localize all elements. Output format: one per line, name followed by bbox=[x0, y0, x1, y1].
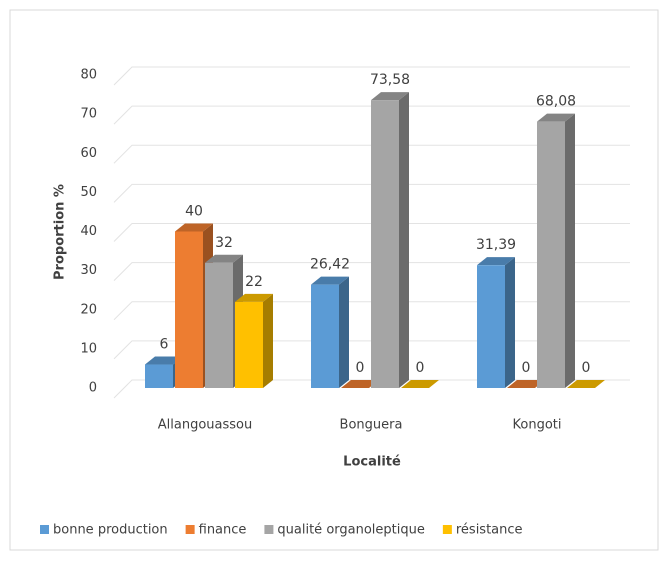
y-tick-label: 70 bbox=[80, 107, 97, 122]
legend-label: bonne production bbox=[53, 523, 168, 538]
bar-top bbox=[477, 257, 515, 266]
bar bbox=[145, 364, 173, 388]
data-label: 68,08 bbox=[536, 94, 576, 110]
y-tick-label: 30 bbox=[80, 263, 97, 278]
data-label: 0 bbox=[582, 360, 591, 376]
y-tick-label: 20 bbox=[80, 302, 97, 317]
bar-top bbox=[537, 113, 575, 122]
grid-line bbox=[113, 66, 630, 86]
grid-line bbox=[113, 379, 630, 399]
data-label: 73,58 bbox=[370, 72, 410, 88]
bar-side bbox=[339, 276, 349, 388]
y-tick-label: 80 bbox=[80, 68, 97, 83]
bar bbox=[235, 301, 263, 388]
y-tick-label: 40 bbox=[80, 224, 97, 239]
bar-top bbox=[401, 380, 439, 388]
x-tick-label: Bonguera bbox=[340, 418, 403, 433]
y-tick-label: 50 bbox=[80, 185, 97, 200]
data-label: 32 bbox=[215, 235, 233, 251]
bar-top bbox=[567, 380, 605, 388]
bar-side bbox=[399, 92, 409, 388]
bar-top bbox=[175, 223, 213, 232]
grid-line bbox=[113, 262, 630, 281]
data-label: 0 bbox=[416, 360, 425, 376]
bar-top bbox=[205, 254, 243, 263]
bar bbox=[477, 265, 505, 388]
grid-line bbox=[113, 144, 630, 164]
bar-side bbox=[565, 113, 575, 389]
bar-top bbox=[341, 380, 379, 388]
bar bbox=[311, 284, 339, 388]
bar-top bbox=[145, 356, 183, 365]
x-tick-label: Allangouassou bbox=[158, 418, 252, 433]
bar-side bbox=[263, 293, 273, 388]
grid-line bbox=[113, 183, 630, 203]
y-tick-label: 60 bbox=[80, 146, 97, 161]
legend-swatch bbox=[264, 525, 274, 534]
grid-line bbox=[113, 340, 630, 360]
y-axis-title: Proportion % bbox=[53, 184, 68, 280]
bar-top bbox=[235, 293, 273, 302]
data-label: 0 bbox=[356, 360, 365, 376]
grid-line bbox=[113, 301, 630, 321]
data-label: 40 bbox=[185, 204, 203, 220]
data-label: 26,42 bbox=[310, 257, 350, 273]
bar bbox=[537, 121, 565, 389]
x-axis-title: Localité bbox=[343, 455, 401, 470]
data-label: 0 bbox=[522, 360, 531, 376]
legend-label: finance bbox=[199, 523, 247, 538]
x-tick-label: Kongoti bbox=[513, 418, 562, 433]
grid-line bbox=[113, 223, 630, 242]
bar-top bbox=[507, 380, 545, 388]
legend-swatch bbox=[40, 525, 49, 534]
bar-top bbox=[311, 276, 349, 285]
bar bbox=[371, 100, 399, 388]
legend-swatch bbox=[442, 525, 452, 534]
legend-label: qualité organoleptique bbox=[277, 523, 424, 538]
bar-side bbox=[505, 257, 515, 388]
legend-swatch bbox=[185, 525, 195, 534]
bar bbox=[175, 231, 203, 388]
bar-top bbox=[371, 92, 409, 101]
data-label: 6 bbox=[160, 337, 169, 353]
legend-label: résistance bbox=[456, 523, 523, 538]
grid-line bbox=[113, 105, 630, 125]
bar bbox=[205, 262, 233, 388]
data-label: 22 bbox=[245, 274, 263, 290]
y-tick-label: 10 bbox=[80, 341, 97, 356]
data-label: 31,39 bbox=[476, 237, 516, 253]
y-tick-label: 0 bbox=[89, 381, 97, 396]
